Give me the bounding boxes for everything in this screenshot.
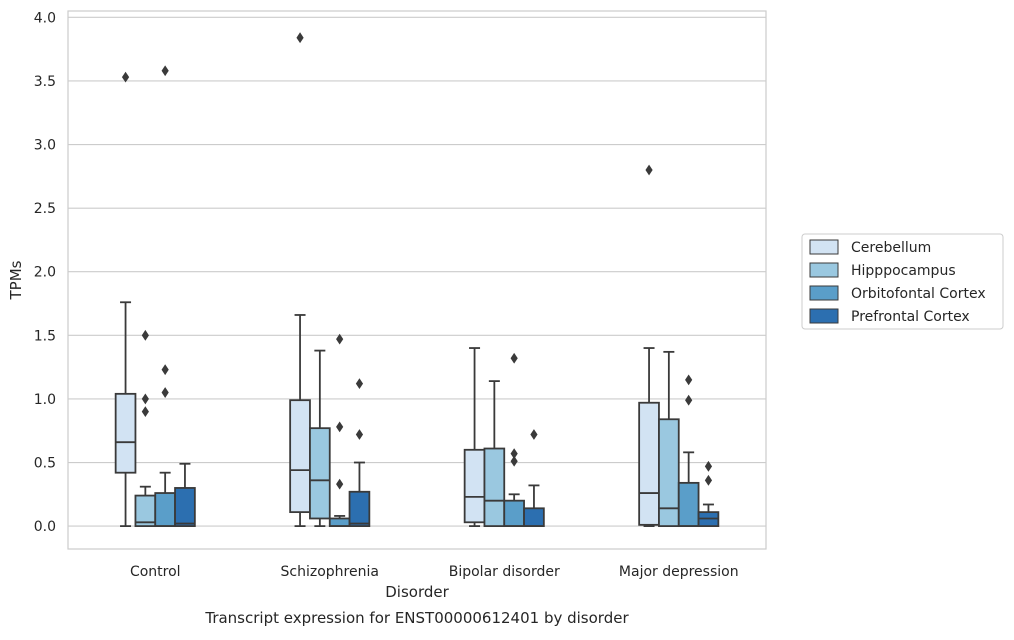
outlier-point xyxy=(510,352,518,364)
outlier-point xyxy=(161,65,169,77)
box-body xyxy=(154,492,176,528)
box-series xyxy=(114,32,720,528)
outlier-point xyxy=(355,429,364,440)
box-body xyxy=(677,481,700,528)
outlier-point xyxy=(141,329,149,341)
x-tick-label: Bipolar disorder xyxy=(449,564,560,580)
outlier-point xyxy=(336,333,344,345)
outlier-point xyxy=(510,455,518,467)
box-group xyxy=(638,164,660,528)
box-group xyxy=(523,429,545,528)
y-tick-label: 4.0 xyxy=(34,10,56,26)
chart-caption: Transcript expression for ENST0000061240… xyxy=(204,609,629,627)
outlier-point xyxy=(510,448,518,460)
x-tick-label: Major depression xyxy=(619,564,739,580)
y-tick-label: 2.0 xyxy=(34,265,56,281)
x-axis-label: Disorder xyxy=(385,583,449,601)
y-tick-label: 1.0 xyxy=(34,392,56,408)
outlier-point xyxy=(645,164,653,176)
box-group xyxy=(309,349,331,528)
box-group xyxy=(483,380,506,528)
outlier-point xyxy=(161,364,169,376)
y-tick-label: 0.0 xyxy=(34,519,56,535)
x-tick-label: Control xyxy=(130,564,181,580)
legend-items: Cerebellum Hipppocampus Orbitofontal Corte… xyxy=(809,239,986,325)
x-tick-label: Schizophrenia xyxy=(281,564,379,580)
legend-swatch xyxy=(809,262,839,278)
box-body xyxy=(503,499,525,528)
outlier-point xyxy=(141,406,149,418)
outlier-point xyxy=(336,421,344,433)
outlier-point xyxy=(141,393,149,405)
legend-swatch xyxy=(809,285,839,301)
box-group xyxy=(289,32,311,528)
legend-label: Hipppocampus xyxy=(851,263,956,279)
grid-lines xyxy=(68,16,766,527)
box-body xyxy=(309,427,331,520)
outlier-point xyxy=(296,32,304,44)
box-group xyxy=(174,462,196,528)
box-body xyxy=(638,401,660,526)
y-tick-label: 2.5 xyxy=(34,201,56,217)
box-group xyxy=(503,352,525,528)
legend-swatch xyxy=(809,239,839,255)
outlier-point xyxy=(530,429,538,440)
box-body xyxy=(463,448,486,524)
box-group xyxy=(348,378,371,528)
box-body xyxy=(483,447,506,528)
y-tick-label: 1.5 xyxy=(34,328,56,344)
box-body xyxy=(289,399,311,514)
outlier-point xyxy=(121,71,130,83)
box-body xyxy=(174,487,196,528)
outlier-point xyxy=(704,474,713,486)
legend-label: Orbitofontal Cortex xyxy=(851,286,986,302)
box-group xyxy=(697,460,720,528)
box-group xyxy=(154,65,176,528)
legend-label: Prefrontal Cortex xyxy=(851,309,970,325)
y-axis-label: TPMs xyxy=(7,260,25,300)
outlier-point xyxy=(704,460,713,472)
box-body xyxy=(523,507,545,528)
x-tick-labels: Control Schizophrenia Bipolar disorder Majo… xyxy=(130,564,739,580)
legend-swatch xyxy=(809,308,839,324)
plot-frame xyxy=(67,10,767,550)
outlier-point xyxy=(685,394,693,406)
y-tick-labels: 0.0 0.5 1.0 1.5 2.0 2.5 3.0 3.5 4.0 xyxy=(34,10,56,535)
outlier-point xyxy=(355,378,364,390)
legend-frame xyxy=(801,233,1004,330)
box-group xyxy=(328,333,351,528)
box-body xyxy=(658,418,680,528)
legend-label: Cerebellum xyxy=(851,240,931,256)
box-group xyxy=(677,374,700,528)
outlier-point xyxy=(336,478,344,490)
box-body xyxy=(328,517,351,528)
y-tick-label: 3.0 xyxy=(34,138,56,154)
box-group xyxy=(134,329,157,528)
box-group xyxy=(114,71,137,528)
box-group xyxy=(463,347,486,528)
legend: Cerebellum Hipppocampus Orbitofontal Corte… xyxy=(801,233,1004,330)
box-body xyxy=(114,392,137,474)
box-body xyxy=(348,490,371,528)
outlier-point xyxy=(161,387,169,398)
outlier-point xyxy=(685,374,693,386)
y-tick-label: 0.5 xyxy=(34,456,56,472)
y-tick-label: 3.5 xyxy=(34,74,56,90)
box-group xyxy=(658,350,680,528)
